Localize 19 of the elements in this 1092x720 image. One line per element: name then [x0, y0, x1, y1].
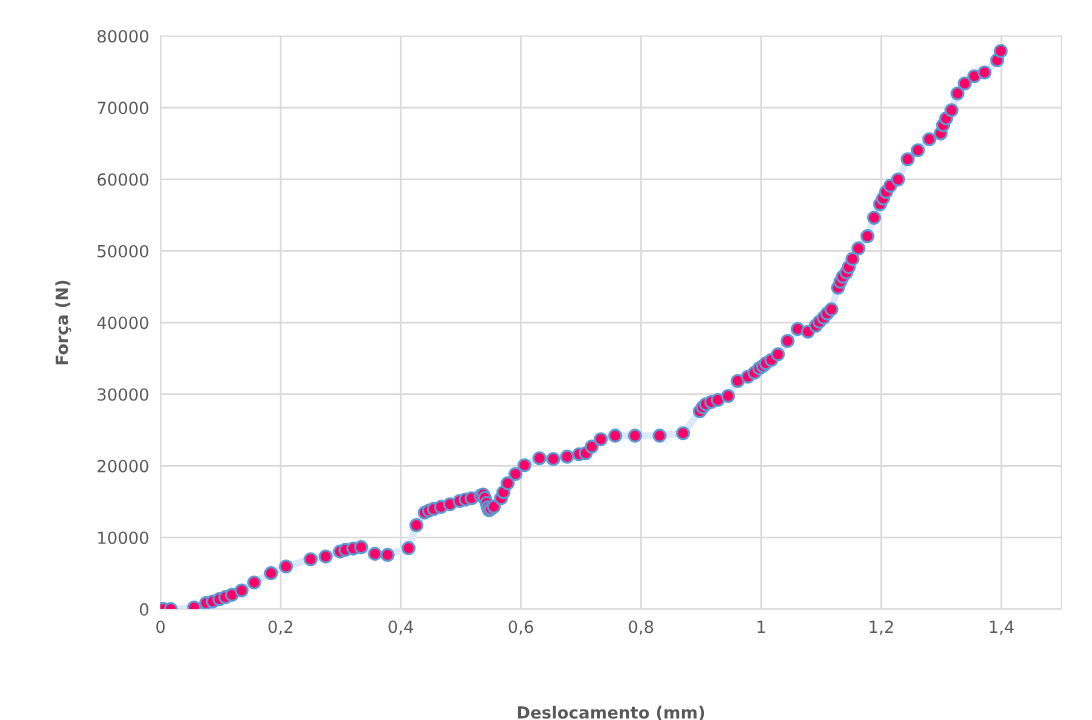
x-tick-label: 1,4 — [989, 620, 1014, 635]
x-tick-label: 0,6 — [508, 620, 534, 635]
y-tick-label: 20000 — [97, 459, 149, 473]
y-tick-label: 60000 — [97, 173, 149, 186]
y-axis-title: Força (N) — [55, 280, 72, 365]
x-tick-label: 0,8 — [628, 620, 654, 635]
y-tick-label: 10000 — [98, 531, 149, 545]
x-tick-label: 0,2 — [268, 620, 293, 635]
x-tick-label: 1 — [757, 620, 765, 633]
x-tick-label: 0,4 — [388, 620, 414, 635]
y-tick-label: 70000 — [97, 101, 149, 115]
y-tick-label: 30000 — [97, 388, 149, 401]
y-tick-label: 0 — [139, 603, 149, 616]
x-tick-label: 1,2 — [869, 620, 893, 635]
x-axis-title: Deslocamento (mm) — [517, 705, 705, 720]
y-tick-label: 50000 — [97, 244, 149, 258]
y-tick-label: 40000 — [97, 316, 149, 330]
y-tick-label: 80000 — [97, 29, 149, 43]
x-tick-label: 0 — [156, 620, 165, 634]
